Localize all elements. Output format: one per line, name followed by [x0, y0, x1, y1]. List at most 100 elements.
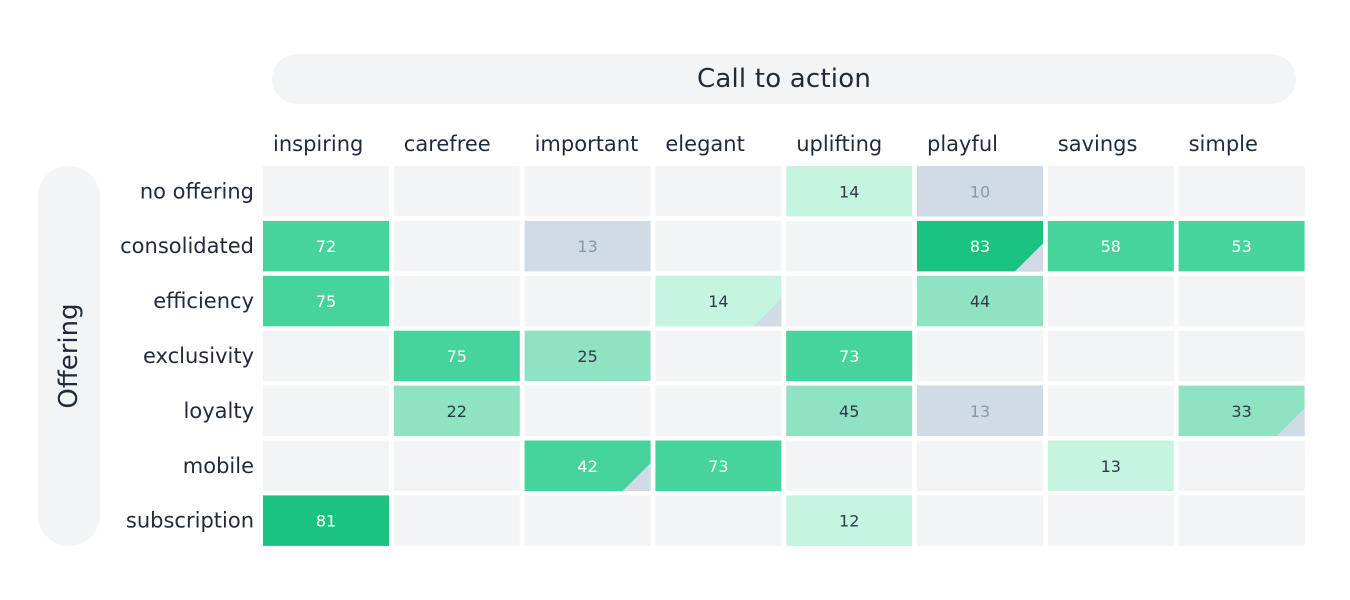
cell-background	[786, 220, 913, 272]
cell-background	[786, 440, 913, 491]
cell-background	[786, 275, 913, 327]
cell-background	[655, 330, 782, 382]
row-group-header: Offering	[38, 166, 100, 546]
heatmap-cell	[263, 166, 389, 217]
corner-marker	[1276, 408, 1305, 437]
column-label-savings: savings	[1058, 132, 1138, 156]
heatmap-cell	[263, 385, 389, 437]
cell-background	[786, 330, 913, 382]
heatmap-cell	[1178, 166, 1305, 217]
cell-background	[1047, 220, 1174, 272]
cell-background	[1047, 385, 1174, 437]
cell-background	[655, 275, 782, 327]
cell-value: 53	[1231, 237, 1251, 256]
cell-background	[1178, 440, 1305, 491]
heatmap-cell	[917, 495, 1043, 546]
cell-background	[655, 220, 782, 272]
row-label-no-offering: no offering	[140, 179, 254, 203]
heatmap-cell: 12	[786, 495, 913, 546]
cell-background	[263, 495, 389, 546]
heatmap-cell	[393, 166, 520, 217]
cell-background	[263, 275, 389, 327]
cell-background	[1178, 330, 1305, 382]
cell-background	[524, 495, 651, 546]
column-label-inspiring: inspiring	[273, 132, 363, 156]
cell-value: 72	[316, 237, 336, 256]
column-label-uplifting: uplifting	[796, 132, 882, 156]
heatmap-cell: 58	[1047, 220, 1174, 272]
row-label-consolidated: consolidated	[120, 234, 254, 258]
cell-background	[655, 495, 782, 546]
cell-background	[524, 220, 651, 272]
heatmap-cell	[393, 495, 520, 546]
cell-background	[524, 275, 651, 327]
column-label-playful: playful	[927, 132, 998, 156]
heatmap-cell	[655, 385, 782, 437]
cell-background	[263, 220, 389, 272]
cell-background	[393, 440, 520, 491]
heatmap-cell: 13	[917, 385, 1043, 437]
heatmap-cell: 73	[655, 440, 782, 491]
cell-background	[917, 440, 1043, 491]
cell-value: 33	[1231, 402, 1251, 421]
heatmap-cell	[524, 275, 651, 327]
heatmap-cell: 81	[263, 495, 389, 546]
heatmap-cell	[1178, 495, 1305, 546]
cell-background	[393, 330, 520, 382]
cell-background	[1178, 495, 1305, 546]
cell-value: 13	[1101, 457, 1121, 476]
heatmap-cell: 13	[1047, 440, 1174, 491]
cell-value: 25	[577, 347, 597, 366]
row-label-efficiency: efficiency	[153, 289, 254, 313]
heatmap-cell	[393, 220, 520, 272]
heatmap-cell	[917, 440, 1043, 491]
heatmap-cell	[917, 330, 1043, 382]
cell-background	[1178, 385, 1305, 437]
heatmap-cell	[393, 275, 520, 327]
cell-background	[1178, 275, 1305, 327]
heatmap-cell: 44	[917, 275, 1043, 327]
cell-background	[263, 385, 389, 437]
cell-value: 12	[839, 512, 859, 531]
cell-background	[393, 275, 520, 327]
cell-value: 44	[970, 292, 990, 311]
heatmap-cell: 75	[263, 275, 389, 327]
heatmap-cell	[1047, 385, 1174, 437]
cell-background	[1178, 166, 1305, 217]
heatmap-cell	[786, 440, 913, 491]
cell-value: 58	[1101, 237, 1121, 256]
heatmap-cell: 22	[393, 385, 520, 437]
cell-value: 13	[970, 402, 990, 421]
cell-background	[786, 166, 913, 217]
cell-value: 83	[970, 237, 990, 256]
cell-value: 75	[316, 292, 336, 311]
heatmap-cell: 14	[655, 275, 782, 327]
cell-value: 73	[708, 457, 728, 476]
heatmap-cell	[786, 220, 913, 272]
row-label-exclusivity: exclusivity	[143, 344, 254, 368]
cell-background	[786, 385, 913, 437]
column-label-simple: simple	[1189, 132, 1258, 156]
heatmap-cell: 75	[393, 330, 520, 382]
cell-value: 14	[839, 182, 859, 201]
column-label-elegant: elegant	[665, 132, 744, 156]
cell-value: 42	[577, 457, 597, 476]
heatmap-cell	[655, 220, 782, 272]
cell-background	[1047, 495, 1174, 546]
heatmap-cell	[1047, 495, 1174, 546]
cell-value: 13	[577, 237, 597, 256]
cell-background	[393, 385, 520, 437]
heatmap-cell: 45	[786, 385, 913, 437]
heatmap-cell: 10	[917, 166, 1043, 217]
heatmap-cell	[524, 166, 651, 217]
heatmap-cell	[655, 330, 782, 382]
cell-background	[1047, 275, 1174, 327]
cell-background	[1047, 440, 1174, 491]
corner-marker	[753, 298, 782, 327]
cell-background	[655, 385, 782, 437]
cell-background	[263, 330, 389, 382]
corner-marker	[1015, 243, 1043, 272]
heatmap-cell	[1047, 166, 1174, 217]
heatmap-cell: 83	[917, 220, 1043, 272]
